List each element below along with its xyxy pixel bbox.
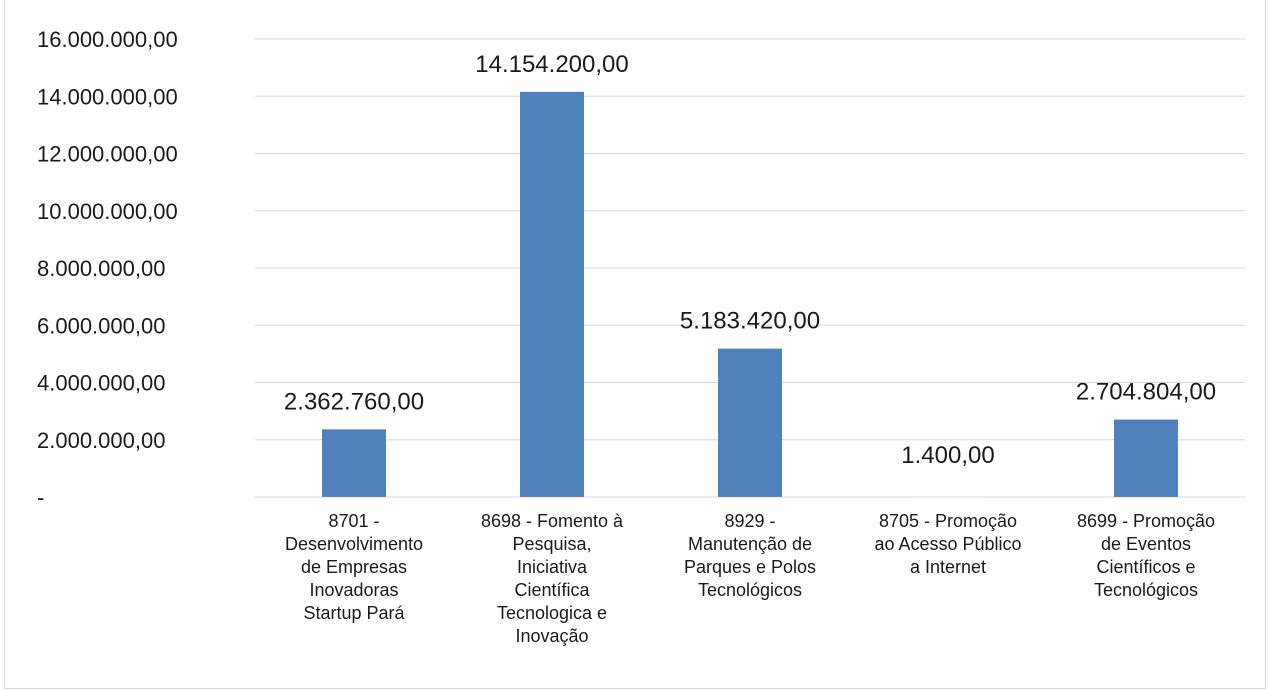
x-tick-label-line: 8699 - Promoção: [1077, 511, 1215, 531]
x-tick-label: 8698 - Fomento à Pesquisa, Iniciativa Cient…: [481, 511, 624, 646]
x-tick-label-line: a Internet: [910, 557, 986, 577]
y-tick-label: 2.000.000,00: [37, 428, 165, 453]
x-tick-label: 8699 - Promoção de Eventos Científicos e Te…: [1077, 511, 1215, 600]
x-tick-label-line: Iniciativa: [517, 557, 588, 577]
x-tick-label-line: Startup Pará: [303, 603, 405, 623]
x-tick-label-line: 8929 -: [724, 511, 775, 531]
x-tick-label-line: Tecnológicos: [698, 580, 802, 600]
x-tick-label-line: Inovação: [515, 626, 588, 646]
x-tick-label-line: ao Acesso Público: [874, 534, 1021, 554]
x-tick-label-line: 8701 -: [328, 511, 379, 531]
bar-chart: - 2.000.000,00 4.000.000,00 6.000.000,00 8.0…: [37, 27, 1245, 646]
y-tick-label: 16.000.000,00: [37, 27, 178, 52]
data-label: 2.362.760,00: [284, 388, 424, 415]
x-tick-label: 8929 - Manutenção de Parques e Polos Tecnol…: [684, 511, 816, 600]
x-tick-label-line: 8698 - Fomento à: [481, 511, 624, 531]
y-tick-label: 14.000.000,00: [37, 84, 178, 109]
x-tick-label-line: Tecnologica e: [497, 603, 607, 623]
x-tick-label-line: 8705 - Promoção: [879, 511, 1017, 531]
x-tick-label-line: Manutenção de: [688, 534, 812, 554]
y-tick-label: 6.000.000,00: [37, 313, 165, 338]
bar: [718, 348, 782, 497]
y-tick-label: 4.000.000,00: [37, 371, 165, 396]
y-tick-label: 10.000.000,00: [37, 199, 178, 224]
data-label: 1.400,00: [901, 442, 994, 469]
x-tick-label-line: Desenvolvimento: [285, 534, 423, 554]
chart-frame: - 2.000.000,00 4.000.000,00 6.000.000,00 8.0…: [4, 0, 1266, 689]
x-tick-label-line: Inovadoras: [309, 580, 398, 600]
x-tick-label: 8701 - Desenvolvimento de Empresas Inovador…: [285, 511, 423, 623]
data-label: 14.154.200,00: [475, 51, 628, 78]
x-tick-label: 8705 - Promoção ao Acesso Público a Intern…: [874, 511, 1021, 577]
x-tick-label-line: Tecnológicos: [1094, 580, 1198, 600]
x-tick-label-line: Científicos e: [1096, 557, 1195, 577]
y-tick-label: 8.000.000,00: [37, 256, 165, 281]
y-tick-label: 12.000.000,00: [37, 142, 178, 167]
x-tick-label-line: Científica: [514, 580, 590, 600]
y-tick-label: -: [37, 485, 44, 510]
bar: [322, 429, 386, 497]
data-label: 2.704.804,00: [1076, 379, 1216, 406]
x-tick-label-line: de Eventos: [1101, 534, 1191, 554]
x-tick-label-line: de Empresas: [301, 557, 407, 577]
bar: [520, 91, 584, 497]
x-tick-label-line: Parques e Polos: [684, 557, 816, 577]
x-tick-label-line: Pesquisa,: [512, 534, 591, 554]
bar: [1114, 419, 1178, 497]
data-label: 5.183.420,00: [680, 308, 820, 335]
